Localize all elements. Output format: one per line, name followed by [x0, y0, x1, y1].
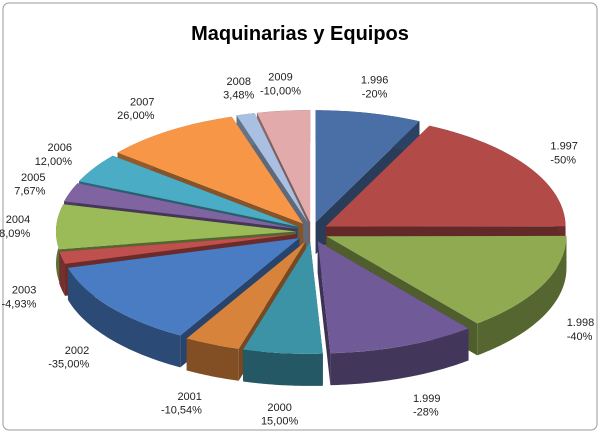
- slice-wall: [67, 267, 181, 368]
- pie-slice: [315, 110, 420, 223]
- pie-slice: [317, 241, 469, 354]
- value-label: -4,93%: [2, 298, 37, 310]
- value-label: -50%: [550, 154, 576, 166]
- value-label: 15,00%: [261, 416, 299, 428]
- category-label: 2005: [21, 172, 45, 184]
- data-label: 2003 -4,93%: [2, 285, 37, 311]
- category-label: 2004: [6, 214, 30, 226]
- slice-side: [317, 241, 331, 386]
- value-label: -10,54%: [161, 405, 202, 417]
- pie-slice: [79, 155, 299, 227]
- category-label: 2003: [12, 285, 36, 297]
- value-label: 7,67%: [14, 186, 45, 198]
- pie-slice: [256, 110, 311, 223]
- pie-slice: [67, 238, 300, 336]
- pie-slice: [326, 235, 567, 324]
- category-label: 2007: [130, 96, 154, 108]
- value-label: 3,48%: [223, 90, 254, 102]
- category-label: 2001: [177, 391, 201, 403]
- pie-slice: [325, 125, 566, 227]
- pie-slice-group: [243, 241, 323, 386]
- data-label: 2002 -35,00%: [48, 345, 89, 371]
- data-label: 1.996 -20%: [361, 75, 389, 101]
- pie-slice: [117, 116, 304, 224]
- data-label: 2009 -10,00%: [260, 72, 301, 98]
- pie-slice-group: [317, 241, 469, 386]
- data-label: 1.997 -50%: [550, 141, 578, 167]
- data-label: 2007 26,00%: [117, 96, 155, 122]
- value-label: -40%: [567, 331, 593, 343]
- data-label: 1.999 -28%: [413, 393, 441, 419]
- data-label: 1.998 -40%: [567, 317, 595, 343]
- category-label: 2009: [268, 72, 292, 84]
- category-label: 1.997: [550, 141, 578, 153]
- pie-slice: [59, 234, 297, 264]
- category-label: 2000: [267, 402, 291, 414]
- pie-slice: [243, 241, 323, 354]
- pie-slice: [186, 241, 306, 349]
- value-label: -35,00%: [48, 359, 89, 371]
- slice-wall: [477, 235, 567, 356]
- data-label: 2004 18,09%: [0, 214, 30, 240]
- category-label: 1.996: [361, 75, 389, 87]
- data-label: 2005 7,67%: [14, 172, 45, 198]
- category-label: 2002: [65, 345, 89, 357]
- slice-wall: [330, 328, 469, 386]
- slice-wall: [186, 338, 239, 381]
- data-label: 2008 3,48%: [223, 76, 254, 102]
- pie-slice: [64, 183, 297, 229]
- value-label: 26,00%: [117, 110, 155, 122]
- category-label: 2008: [227, 76, 251, 88]
- slice-wall: [243, 349, 323, 386]
- data-label: 2000 15,00%: [261, 402, 299, 428]
- pie-slice: [236, 113, 308, 223]
- value-label: -10,00%: [260, 85, 301, 97]
- category-label: 1.999: [413, 393, 441, 405]
- value-label: 18,09%: [0, 228, 30, 240]
- category-label: 1.998: [567, 317, 595, 329]
- value-label: -28%: [413, 407, 439, 419]
- value-label: 12,00%: [35, 156, 73, 168]
- chart-title: Maquinarias y Equipos: [191, 23, 409, 45]
- category-label: 2006: [48, 142, 72, 154]
- slice-wall: [59, 251, 65, 296]
- data-label: 2001 -10,54%: [161, 391, 202, 417]
- data-label: 2006 12,00%: [35, 142, 73, 168]
- pie-slice: [56, 204, 297, 250]
- value-label: -20%: [362, 88, 388, 100]
